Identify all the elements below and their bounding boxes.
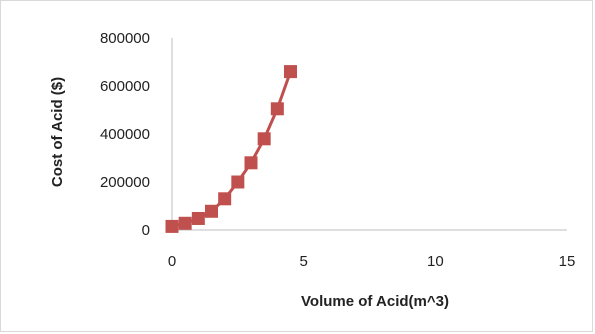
- data-point-marker: [284, 65, 297, 79]
- data-point-marker: [270, 102, 284, 116]
- data-point-marker: [205, 204, 218, 218]
- series-line: [171, 71, 292, 228]
- data-point-marker: [244, 156, 258, 170]
- x-tick-label: 0: [168, 253, 176, 270]
- y-tick-label: 0: [142, 222, 150, 239]
- data-point-marker: [257, 132, 271, 146]
- x-tick-labels: 0 5 10 15: [168, 253, 576, 270]
- y-tick-labels: 0 200000 400000 600000 800000: [100, 30, 150, 239]
- y-tick-label: 200000: [100, 174, 150, 191]
- y-axis-title: Cost of Acid ($): [49, 77, 66, 187]
- data-point-marker: [218, 192, 232, 206]
- data-point-marker: [178, 216, 192, 230]
- x-axis-title: Volume of Acid(m^3): [301, 293, 449, 310]
- x-tick-label: 15: [559, 253, 576, 270]
- data-point-marker: [231, 175, 245, 189]
- data-point-marker: [165, 219, 179, 233]
- data-point-marker: [191, 211, 205, 225]
- y-tick-label: 800000: [100, 30, 150, 47]
- y-tick-label: 600000: [100, 78, 150, 95]
- series-group: [165, 65, 297, 233]
- y-tick-label: 400000: [100, 126, 150, 143]
- x-tick-label: 5: [299, 253, 307, 270]
- x-tick-label: 10: [427, 253, 444, 270]
